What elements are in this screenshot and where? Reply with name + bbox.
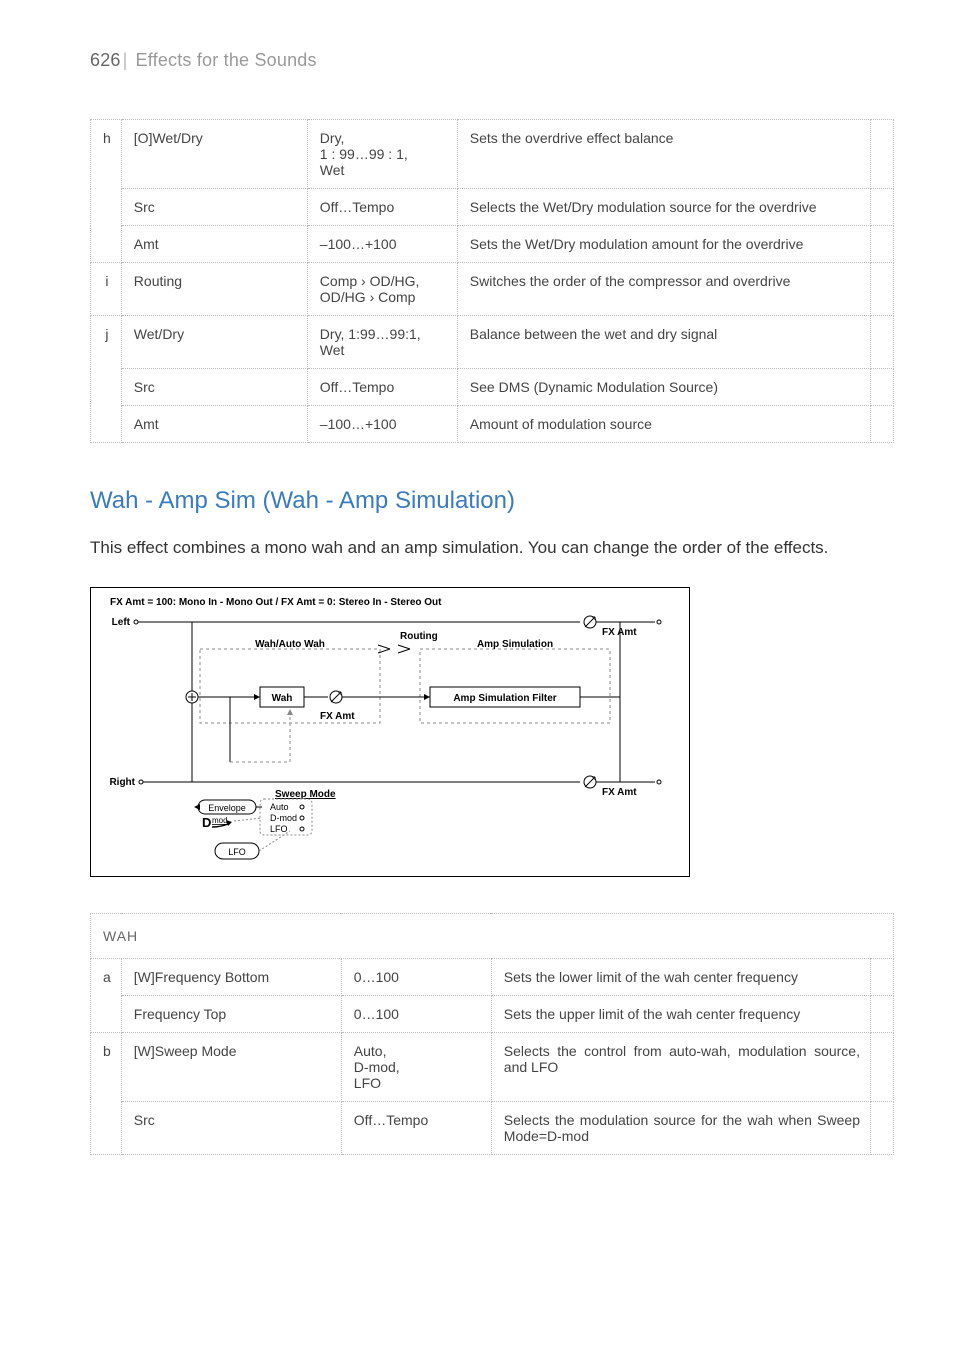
table-row: Src Off…Tempo Selects the Wet/Dry modula… [91, 189, 894, 226]
table-row: b [W]Sweep Mode Auto, D-mod, LFO Selects… [91, 1033, 894, 1102]
param-value: Off…Tempo [307, 189, 457, 226]
param-name: Src [121, 369, 307, 406]
table-row: i Routing Comp › OD/HG, OD/HG › Comp Swi… [91, 263, 894, 316]
table-section-row: WAH [91, 914, 894, 959]
fx-amt-label: FX Amt [602, 787, 637, 798]
table-row: Amt –100…+100 Amount of modulation sourc… [91, 406, 894, 443]
amp-box-label: Amp Simulation Filter [453, 693, 556, 704]
parameter-table-1: h [O]Wet/Dry Dry, 1 : 99…99 : 1, Wet Set… [90, 119, 894, 443]
row-index: j [91, 316, 122, 443]
table-row: Src Off…Tempo See DMS (Dynamic Modulatio… [91, 369, 894, 406]
param-desc: Sets the Wet/Dry modulation amount for t… [457, 226, 870, 263]
page-number: 626 [90, 50, 121, 70]
wah-box-label: Wah [272, 693, 293, 704]
auto-label: Auto [270, 802, 289, 812]
right-label: Right [109, 777, 135, 788]
param-name: Src [121, 1102, 341, 1155]
param-name: Amt [121, 226, 307, 263]
param-value: Dry, 1 : 99…99 : 1, Wet [307, 120, 457, 189]
tail-cell [871, 189, 894, 226]
tail-cell [871, 263, 894, 316]
block-a-label: Wah/Auto Wah [255, 639, 325, 650]
param-name: Frequency Top [121, 996, 341, 1033]
tail-cell [871, 226, 894, 263]
effect-title: Wah - Amp Sim (Wah - Amp Simulation) [90, 487, 894, 515]
sweep-mode-label: Sweep Mode [275, 789, 336, 800]
dmod-label: D-mod [270, 813, 297, 823]
param-desc: Balance between the wet and dry signal [457, 316, 870, 369]
table-row: Src Off…Tempo Selects the modulation sou… [91, 1102, 894, 1155]
tail-cell [871, 1102, 894, 1155]
param-desc: Amount of modulation source [457, 406, 870, 443]
param-desc: Sets the upper limit of the wah center f… [491, 996, 870, 1033]
param-desc: Sets the lower limit of the wah center f… [491, 959, 870, 996]
param-desc: Selects the Wet/Dry modulation source fo… [457, 189, 870, 226]
param-value: –100…+100 [307, 406, 457, 443]
param-desc: Switches the order of the compressor and… [457, 263, 870, 316]
tail-cell [871, 369, 894, 406]
row-index: a [91, 959, 122, 1033]
table-row: Frequency Top 0…100 Sets the upper limit… [91, 996, 894, 1033]
lfo-label: LFO [270, 824, 288, 834]
table-row: a [W]Frequency Bottom 0…100 Sets the low… [91, 959, 894, 996]
tail-cell [871, 120, 894, 189]
block-b-label: Amp Simulation [477, 639, 553, 650]
param-desc: Sets the overdrive effect balance [457, 120, 870, 189]
param-desc: Selects the modulation source for the wa… [491, 1102, 870, 1155]
param-value: –100…+100 [307, 226, 457, 263]
param-desc: See DMS (Dynamic Modulation Source) [457, 369, 870, 406]
row-index: i [91, 263, 122, 316]
left-label: Left [112, 617, 131, 628]
param-name: Routing [121, 263, 307, 316]
diagram-header: FX Amt = 100: Mono In - Mono Out / FX Am… [110, 597, 442, 608]
param-name: Src [121, 189, 307, 226]
section-header: WAH [91, 914, 894, 959]
parameter-table-2: WAH a [W]Frequency Bottom 0…100 Sets the… [90, 913, 894, 1155]
param-value: Dry, 1:99…99:1, Wet [307, 316, 457, 369]
envelope-label: Envelope [208, 803, 246, 813]
param-value: Off…Tempo [341, 1102, 491, 1155]
param-desc: Selects the control from auto-wah, modul… [491, 1033, 870, 1102]
tail-cell [871, 996, 894, 1033]
page-header: 626| Effects for the Sounds [90, 50, 894, 71]
fx-amt-label: FX Amt [320, 711, 355, 722]
param-value: 0…100 [341, 996, 491, 1033]
mod-letter: mod [212, 816, 228, 825]
page-section: Effects for the Sounds [136, 50, 317, 70]
signal-flow-diagram: FX Amt = 100: Mono In - Mono Out / FX Am… [90, 587, 690, 877]
tail-cell [871, 959, 894, 996]
effect-description: This effect combines a mono wah and an a… [90, 535, 894, 561]
tail-cell [871, 316, 894, 369]
row-index: b [91, 1033, 122, 1155]
tail-cell [871, 1033, 894, 1102]
page-divider: | [123, 50, 128, 70]
param-name: Wet/Dry [121, 316, 307, 369]
table-row: j Wet/Dry Dry, 1:99…99:1, Wet Balance be… [91, 316, 894, 369]
param-value: Comp › OD/HG, OD/HG › Comp [307, 263, 457, 316]
lfo-box-label: LFO [228, 847, 246, 857]
param-value: Auto, D-mod, LFO [341, 1033, 491, 1102]
param-name: Amt [121, 406, 307, 443]
param-name: [W]Sweep Mode [121, 1033, 341, 1102]
param-name: [O]Wet/Dry [121, 120, 307, 189]
param-name: [W]Frequency Bottom [121, 959, 341, 996]
tail-cell [871, 406, 894, 443]
param-value: 0…100 [341, 959, 491, 996]
param-value: Off…Tempo [307, 369, 457, 406]
row-index: h [91, 120, 122, 263]
table-row: h [O]Wet/Dry Dry, 1 : 99…99 : 1, Wet Set… [91, 120, 894, 189]
table-row: Amt –100…+100 Sets the Wet/Dry modulatio… [91, 226, 894, 263]
routing-label: Routing [400, 631, 438, 642]
d-letter: D [202, 815, 211, 830]
